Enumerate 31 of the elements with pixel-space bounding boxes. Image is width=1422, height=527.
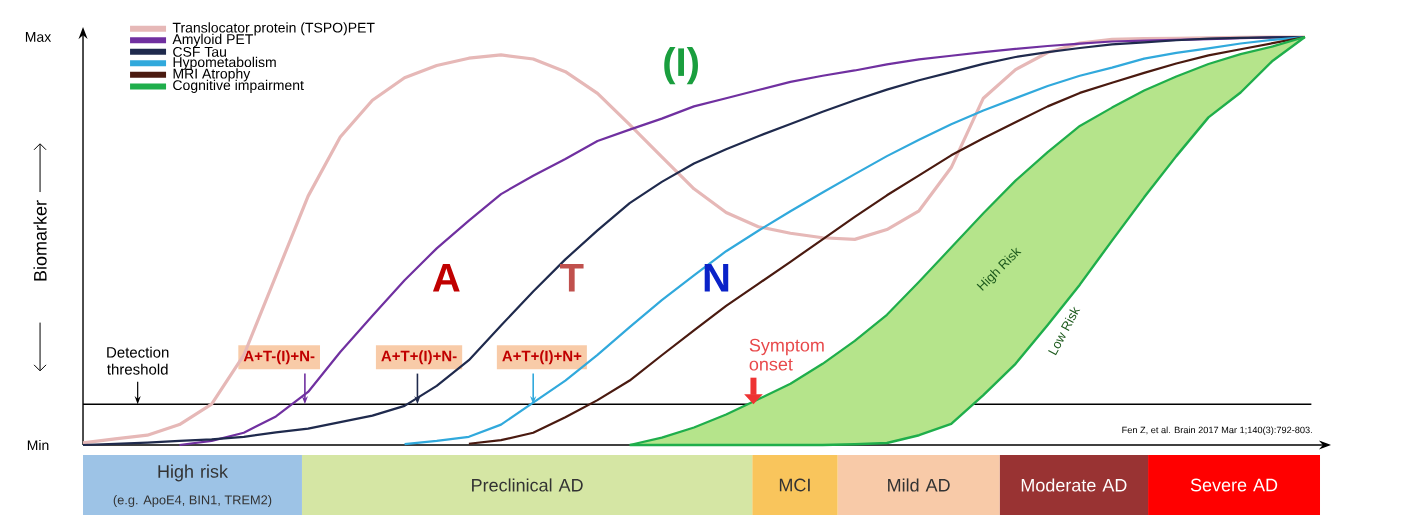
bar [837, 455, 1000, 515]
annotation: T [560, 263, 584, 292]
ref-line-label: Detection threshold [107, 346, 169, 375]
text: Min [27, 439, 49, 451]
annotation: A [432, 263, 460, 292]
bar [1148, 455, 1321, 515]
y-axis-title: Biomarker [33, 200, 47, 281]
series-label: MCI [779, 478, 810, 492]
series-label: Moderate AD [1021, 478, 1127, 492]
legend-label: Amyloid PET [172, 33, 254, 47]
annotation: High Risk [976, 247, 1022, 291]
annotation: Symptom onset [749, 338, 824, 371]
text: Max [25, 32, 52, 42]
annotation: Fen Z, et al. Brain 2017 Mar 1;140(3):792-803. [1122, 426, 1312, 436]
annotation: (I) [664, 46, 698, 85]
series-label: High risk [158, 464, 229, 482]
annotation: Low Risk [1048, 306, 1081, 356]
bar [83, 455, 302, 515]
bar [301, 455, 753, 515]
annotation: A+T+(I)+N- [381, 350, 457, 365]
series-label: Mild AD [888, 478, 950, 492]
annotation: A+T+(I)+N+ [502, 350, 582, 365]
annotation: A+T-(I)+N- [243, 350, 315, 365]
annotation: (e.g. ApoE4, BIN1, TREM2) [113, 495, 272, 507]
annotation: N [704, 263, 729, 292]
series-label: Severe AD [1190, 478, 1278, 492]
bar [999, 455, 1149, 515]
series-label: Preclinical AD [472, 478, 583, 492]
legend-label: CSF Tau [173, 46, 226, 57]
bar [752, 455, 838, 515]
legend-label: Hypometabolism [173, 56, 276, 70]
